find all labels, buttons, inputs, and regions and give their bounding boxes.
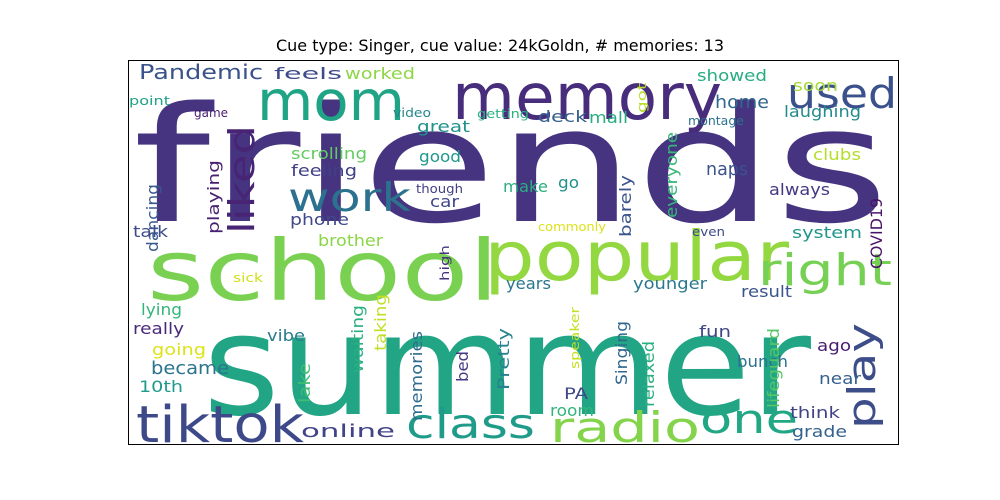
word-used: used <box>787 69 897 118</box>
word-online: online <box>301 421 395 442</box>
word-work: work <box>288 176 412 221</box>
word-commonly: commonly <box>538 220 606 234</box>
word-bunch: bunch <box>737 352 788 371</box>
word-school: school <box>147 222 499 320</box>
word-younger: younger <box>633 274 707 293</box>
word-one: one <box>700 397 798 443</box>
word-brother: brother <box>318 231 383 250</box>
word-speaker: speaker <box>568 307 582 369</box>
word-pa: PA <box>564 384 588 403</box>
word-feels: feels <box>274 64 342 83</box>
word-room: room <box>550 401 594 420</box>
word-feeling: feeling <box>291 161 357 180</box>
word-everyone: everyone <box>662 132 681 218</box>
word-getting: getting <box>477 107 529 121</box>
word-clubs: clubs <box>813 145 861 164</box>
word-became: became <box>151 358 229 379</box>
word-sick: sick <box>233 271 263 285</box>
word-make: make <box>503 177 548 196</box>
word-singing: Singing <box>612 321 631 385</box>
word-laughing: laughing <box>784 102 861 121</box>
word-car: car <box>430 192 459 211</box>
word-lake: lake <box>295 363 314 403</box>
word-pretty: Pretty <box>494 328 513 390</box>
word-system: system <box>792 223 862 242</box>
word-montage: montage <box>688 114 744 128</box>
word-liked: liked <box>222 125 263 234</box>
word-game: game <box>194 106 228 120</box>
word-10th: 10th <box>139 377 183 396</box>
word-near: near <box>819 369 861 388</box>
word-radio: radio <box>550 403 700 445</box>
word-worked: worked <box>345 64 415 83</box>
word-ago: ago <box>817 336 851 355</box>
word-relaxed: relaxed <box>639 341 658 407</box>
word-summer: summer <box>203 285 811 445</box>
word-great: great <box>417 117 470 136</box>
word-going: going <box>152 340 206 359</box>
word-bed: bed <box>453 351 472 382</box>
word-though: though <box>416 182 463 196</box>
word-home: home <box>715 92 769 113</box>
word-memory: memory <box>452 61 722 135</box>
word-soon: soon <box>793 76 838 95</box>
word-years: years <box>506 274 551 293</box>
word-grade: grade <box>792 422 847 441</box>
word-dancing: dancing <box>143 184 162 252</box>
word-video: video <box>393 106 431 120</box>
word-memories: memories <box>407 331 426 421</box>
word-fun: fun <box>699 322 731 341</box>
word-really: really <box>133 319 184 338</box>
word-play: play <box>840 323 884 429</box>
word-always: always <box>769 180 830 199</box>
word-friends: friends <box>133 72 889 259</box>
word-covid19: COVID19 <box>867 198 886 269</box>
word-got: got <box>635 83 649 113</box>
word-taking: taking <box>371 294 390 351</box>
word-lifeguard: lifeguard <box>764 328 783 408</box>
word-go: go <box>558 173 579 192</box>
word-result: result <box>741 282 792 301</box>
word-high: high <box>438 245 452 281</box>
word-mall: mall <box>589 108 628 127</box>
word-pandemic: Pandemic <box>139 61 263 84</box>
word-right: right <box>758 245 892 296</box>
chart-title: Cue type: Singer, cue value: 24kGoldn, #… <box>275 36 725 55</box>
word-naps: naps <box>706 159 748 180</box>
word-barely: barely <box>616 175 635 237</box>
word-lying: lying <box>141 300 182 319</box>
word-mom: mom <box>257 69 405 133</box>
word-waiting: waiting <box>348 305 367 373</box>
word-think: think <box>790 403 841 422</box>
word-even: even <box>692 225 725 239</box>
word-playing: playing <box>204 160 223 234</box>
word-showed: showed <box>697 66 767 85</box>
word-scrolling: scrolling <box>291 144 367 163</box>
word-vibe: vibe <box>267 326 305 345</box>
word-popular: popular <box>484 217 790 297</box>
word-phone: phone <box>290 210 349 229</box>
word-class: class <box>406 400 535 445</box>
word-cloud-panel: friends summer school popular memory mom used t… <box>128 60 899 445</box>
word-talk: talk <box>133 222 169 241</box>
word-good: good <box>419 147 461 166</box>
word-tiktok: tiktok <box>136 396 305 445</box>
word-deck: deck <box>538 107 588 126</box>
word-point: point <box>129 94 170 108</box>
